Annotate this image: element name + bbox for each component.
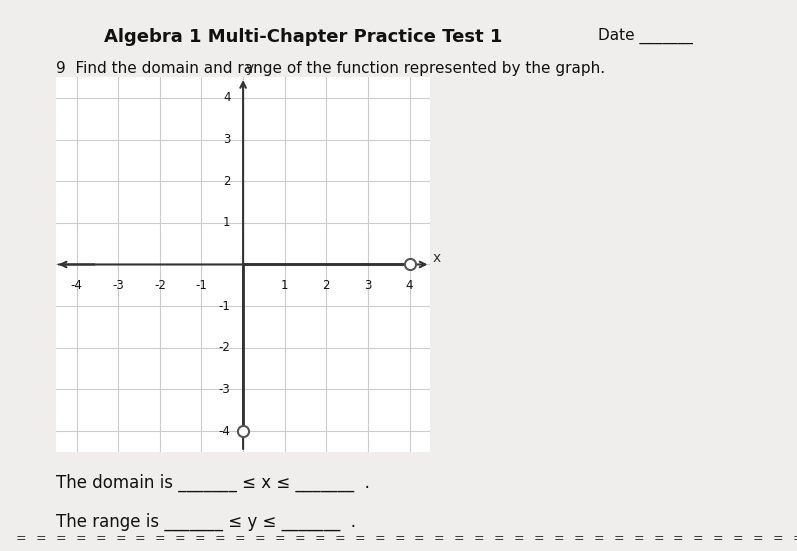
Text: -4: -4: [71, 279, 83, 292]
Text: =: =: [673, 532, 688, 545]
Text: =: =: [773, 532, 787, 545]
Text: 4: 4: [406, 279, 414, 292]
Text: =: =: [693, 532, 708, 545]
Text: Algebra 1 Multi-Chapter Practice Test 1: Algebra 1 Multi-Chapter Practice Test 1: [104, 28, 502, 46]
Text: -1: -1: [218, 300, 230, 312]
Text: =: =: [16, 532, 30, 545]
Text: =: =: [36, 532, 50, 545]
Text: -2: -2: [218, 341, 230, 354]
Text: =: =: [454, 532, 469, 545]
Text: =: =: [335, 532, 349, 545]
Text: =: =: [494, 532, 508, 545]
Text: =: =: [155, 532, 170, 545]
Text: =: =: [375, 532, 389, 545]
Text: y: y: [245, 61, 253, 75]
Text: =: =: [275, 532, 289, 545]
Text: -3: -3: [112, 279, 124, 292]
Text: =: =: [554, 532, 568, 545]
Text: -1: -1: [195, 279, 207, 292]
Text: 3: 3: [223, 133, 230, 146]
Text: =: =: [215, 532, 230, 545]
Text: =: =: [654, 532, 668, 545]
Text: =: =: [594, 532, 608, 545]
Text: Date _______: Date _______: [598, 28, 693, 44]
Text: -2: -2: [154, 279, 166, 292]
Text: =: =: [355, 532, 369, 545]
Text: 4: 4: [223, 91, 230, 105]
Text: =: =: [574, 532, 588, 545]
Text: =: =: [713, 532, 728, 545]
Text: =: =: [733, 532, 748, 545]
Text: -4: -4: [218, 424, 230, 437]
Text: 2: 2: [223, 175, 230, 188]
Text: 9  Find the domain and range of the function represented by the graph.: 9 Find the domain and range of the funct…: [56, 61, 605, 75]
Text: =: =: [793, 532, 797, 545]
Text: =: =: [474, 532, 489, 545]
Text: =: =: [534, 532, 548, 545]
Text: The domain is _______ ≤ x ≤ _______  .: The domain is _______ ≤ x ≤ _______ .: [56, 474, 370, 492]
Text: 1: 1: [281, 279, 289, 292]
Text: =: =: [96, 532, 110, 545]
Text: =: =: [514, 532, 528, 545]
Text: =: =: [753, 532, 768, 545]
Text: =: =: [315, 532, 329, 545]
Text: 2: 2: [323, 279, 330, 292]
Text: 3: 3: [364, 279, 371, 292]
Text: 1: 1: [223, 217, 230, 229]
Text: =: =: [614, 532, 628, 545]
Text: =: =: [255, 532, 269, 545]
Text: =: =: [235, 532, 249, 545]
Text: =: =: [395, 532, 409, 545]
Text: =: =: [56, 532, 70, 545]
Text: x: x: [433, 251, 441, 265]
Text: =: =: [135, 532, 150, 545]
Text: =: =: [175, 532, 190, 545]
Text: =: =: [295, 532, 309, 545]
Text: -3: -3: [219, 383, 230, 396]
Text: =: =: [76, 532, 90, 545]
Text: =: =: [414, 532, 429, 545]
Text: The range is _______ ≤ y ≤ _______  .: The range is _______ ≤ y ≤ _______ .: [56, 512, 355, 531]
Text: =: =: [116, 532, 130, 545]
Text: =: =: [195, 532, 210, 545]
Text: =: =: [634, 532, 648, 545]
Text: =: =: [434, 532, 449, 545]
